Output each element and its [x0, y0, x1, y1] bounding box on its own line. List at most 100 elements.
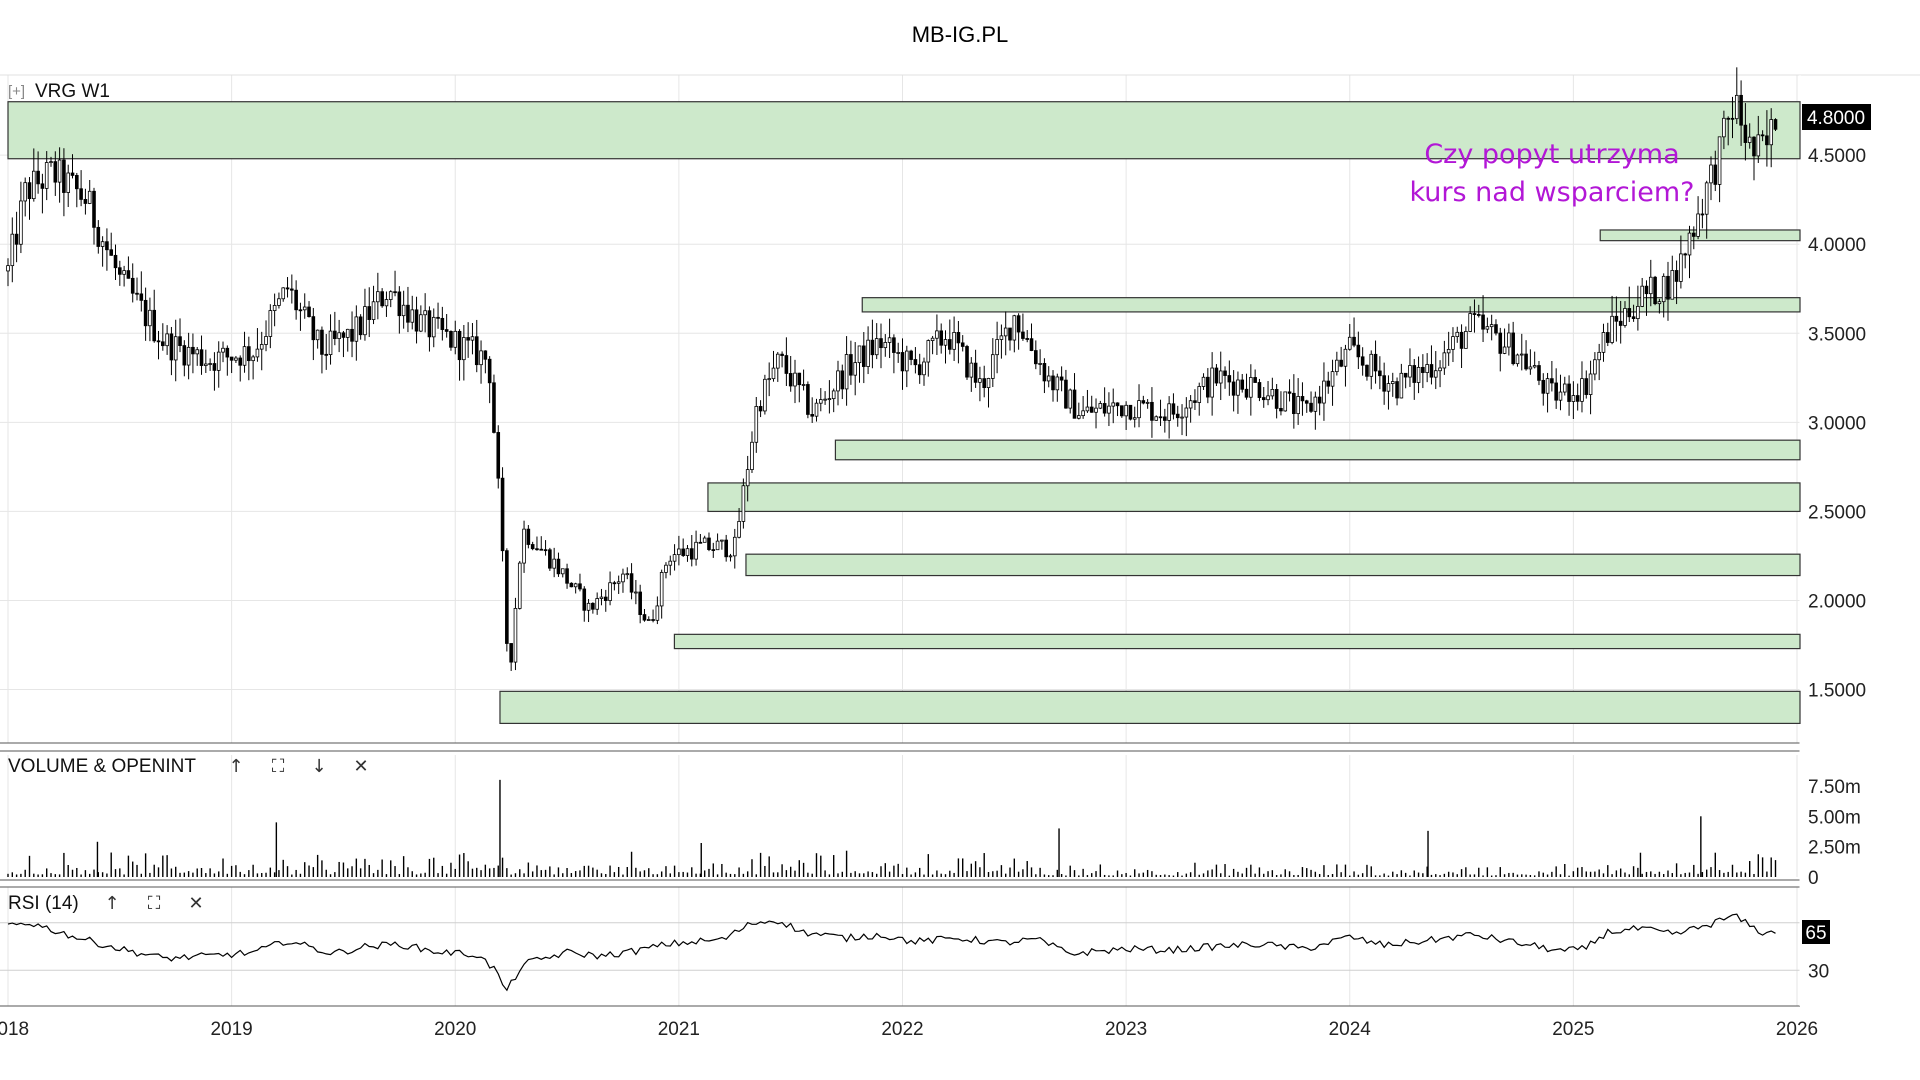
candle-body [578, 583, 582, 590]
candle-body [388, 291, 393, 300]
candle-body [341, 332, 346, 338]
candle-body [440, 317, 445, 330]
candle-body [1343, 348, 1348, 367]
candle-body [1623, 308, 1627, 326]
candle-body [1601, 332, 1606, 353]
support-zone [707, 482, 1801, 513]
candle-body [741, 485, 746, 522]
time-tick-label: 2020 [434, 1019, 476, 1040]
candle-body [1653, 276, 1657, 305]
candle-body [135, 292, 139, 295]
time-tick-label: 2018 [0, 1019, 29, 1040]
candle-body [268, 310, 273, 337]
candle-body [1550, 378, 1554, 384]
candle-body [1201, 376, 1206, 387]
candle-body [290, 288, 294, 291]
candle-body [732, 536, 737, 557]
candle-body [75, 175, 79, 190]
candle-body [1571, 395, 1576, 402]
candle-body [1412, 365, 1417, 383]
candle-body [57, 159, 62, 183]
price-tick-label: 1.5000 [1808, 681, 1866, 702]
candle-body [294, 289, 298, 311]
candle-body [1072, 389, 1077, 419]
candle-body [337, 332, 341, 340]
support-zone [673, 633, 1801, 650]
candle-body [1472, 313, 1477, 315]
candle-body [767, 378, 771, 381]
candle-body [444, 329, 449, 332]
candle-body [1459, 331, 1464, 349]
maximize-icon[interactable]: ⛶ [148, 893, 161, 914]
candle-body [23, 182, 28, 202]
candle-body [1773, 119, 1778, 130]
candle-body [1722, 117, 1726, 138]
candle-body [449, 331, 453, 348]
candle-body [715, 540, 720, 551]
candle-body [380, 291, 384, 307]
candle-body [492, 382, 496, 433]
time-tick-label: 2023 [1105, 1019, 1147, 1040]
candle-body [1605, 332, 1610, 343]
move-up-icon[interactable]: ↑ [228, 756, 243, 777]
candle-body [1545, 378, 1550, 394]
candle-body [470, 336, 475, 341]
close-icon[interactable]: ✕ [353, 756, 368, 777]
candle-body [1180, 416, 1184, 419]
price-tick-label: 2.0000 [1808, 591, 1866, 612]
candle-body [1051, 375, 1055, 391]
candle-body [1373, 353, 1378, 372]
candle-body [70, 172, 75, 176]
candle-body [1098, 403, 1103, 409]
move-up-icon[interactable]: ↑ [104, 893, 119, 914]
candle-body [1687, 232, 1692, 256]
candle-body [874, 338, 879, 356]
candle-body [1287, 391, 1292, 394]
candle-body [44, 162, 49, 189]
candle-body [861, 345, 866, 367]
candle-body [1421, 366, 1425, 373]
move-down-icon[interactable]: ↓ [311, 756, 326, 777]
volume-pane-title: VOLUME & OPENINT [8, 756, 196, 777]
candle-body [780, 353, 784, 356]
candle-body [603, 596, 608, 601]
candle-body [238, 357, 243, 366]
candle-body [1064, 379, 1068, 409]
candle-body [548, 549, 552, 569]
candle-body [1214, 367, 1219, 384]
candle-body [1584, 378, 1589, 395]
candle-body [1347, 336, 1352, 350]
volume-tick-label: 7.50m [1808, 777, 1861, 798]
candle-body [1537, 365, 1541, 381]
candle-body [255, 348, 260, 358]
candle-body [328, 330, 333, 356]
candle-body [1055, 376, 1060, 391]
candle-body [1313, 396, 1318, 412]
candle-body [1330, 371, 1335, 387]
maximize-icon[interactable]: ⛶ [272, 756, 285, 777]
candle-body [1644, 285, 1649, 295]
candle-body [801, 384, 806, 386]
candle-body [818, 399, 823, 404]
candle-body [1150, 401, 1154, 421]
candle-body [646, 619, 651, 621]
candle-body [694, 541, 698, 560]
close-icon[interactable]: ✕ [188, 893, 203, 914]
candle-body [917, 364, 922, 376]
candle-body [221, 347, 225, 353]
candle-body [457, 330, 462, 361]
candle-body [1700, 213, 1705, 216]
candle-body [1021, 331, 1025, 339]
candle-body [793, 372, 797, 387]
time-tick-label: 2022 [881, 1019, 923, 1040]
price-tick-label: 3.5000 [1808, 324, 1866, 345]
candle-body [771, 367, 776, 380]
volume-tick-label: 0 [1808, 868, 1819, 889]
collapse-toggle[interactable]: [+] [8, 83, 25, 100]
candle-body [1184, 407, 1189, 418]
candle-body [1657, 301, 1662, 305]
candle-body [345, 328, 350, 338]
candle-body [900, 352, 905, 372]
candle-body [1210, 367, 1214, 398]
